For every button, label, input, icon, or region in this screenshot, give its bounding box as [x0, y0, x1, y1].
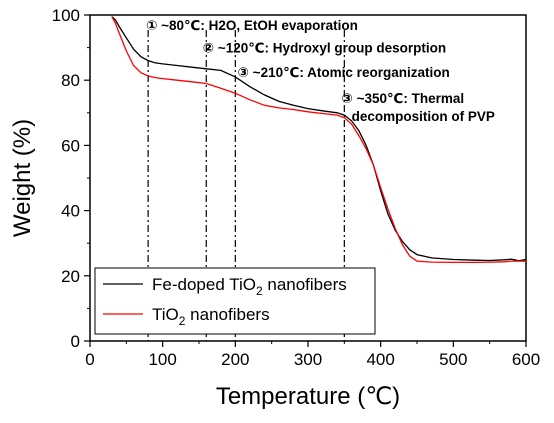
legend-box [94, 267, 376, 335]
y-tick-label: 20 [61, 267, 80, 286]
annotation-2: ② ~120℃: Hydroxyl group desorption [203, 41, 446, 56]
series-lines [111, 16, 527, 264]
x-tick-label: 100 [148, 350, 176, 369]
axis-ticks: 0 100 200 300 400 500 600 0 20 40 60 80 100 [52, 6, 541, 369]
x-tick-label: 0 [85, 350, 94, 369]
series-line-1 [111, 16, 527, 262]
annotation-4: ③ ~350℃: Thermal [341, 91, 464, 106]
annotation-3: ③ ~210℃: Atomic reorganization [238, 65, 450, 80]
y-axis-title: Weight (%) [9, 119, 36, 237]
x-axis-title: Temperature (℃) [216, 383, 400, 410]
legend-label-1: Fe-doped TiO2 nanofibers [152, 275, 347, 298]
x-tick-label: 600 [512, 350, 540, 369]
annotations: ① ~80℃: H2O, EtOH evaporation ② ~120℃: Hy… [146, 18, 495, 124]
y-tick-label: 80 [61, 71, 80, 90]
annotation-1: ① ~80℃: H2O, EtOH evaporation [146, 18, 358, 33]
y-tick-label: 60 [61, 136, 80, 155]
annotation-5: decomposition of PVP [352, 109, 495, 124]
y-tick-label: 100 [52, 6, 80, 25]
x-tick-label: 300 [294, 350, 322, 369]
x-tick-label: 500 [439, 350, 467, 369]
series-line-2 [111, 16, 526, 264]
y-tick-label: 40 [61, 202, 80, 221]
y-tick-label: 0 [71, 332, 80, 351]
x-tick-label: 400 [366, 350, 394, 369]
x-tick-label: 200 [221, 350, 249, 369]
